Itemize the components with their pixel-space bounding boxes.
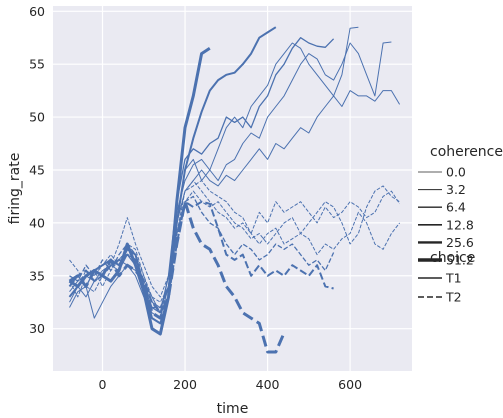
legend-label-coherence: 25.6 bbox=[446, 235, 474, 250]
legend-label-coherence: 12.8 bbox=[446, 217, 474, 232]
y-tick-labels: 30 35 40 45 50 55 60 bbox=[29, 4, 45, 336]
y-tick-label: 30 bbox=[29, 321, 45, 336]
legend-label-coherence: 51.2 bbox=[446, 253, 474, 268]
grid-lines bbox=[53, 6, 412, 371]
series-line-coh-12-8-t2 bbox=[69, 195, 335, 309]
series-line-coh-0-0-t2 bbox=[69, 180, 401, 298]
plot-area bbox=[53, 6, 412, 371]
x-tick-label: 600 bbox=[338, 377, 362, 392]
y-tick-label: 50 bbox=[29, 110, 45, 125]
x-axis-label: time bbox=[217, 401, 249, 417]
legend-label-coherence: 6.4 bbox=[446, 200, 466, 215]
x-tick-label: 200 bbox=[173, 377, 197, 392]
y-tick-label: 45 bbox=[29, 162, 45, 177]
x-tick-label: 0 bbox=[99, 377, 107, 392]
legend-label-coherence: 3.2 bbox=[446, 182, 466, 197]
legend-label-choice: T1 bbox=[445, 271, 462, 286]
series-line-coh-25-6-t2 bbox=[68, 200, 334, 314]
legend-label-coherence: 0.0 bbox=[446, 165, 466, 180]
series-line-coh-6-4-t2 bbox=[69, 190, 400, 303]
legend-title-coherence: coherence bbox=[430, 144, 503, 160]
series-layer bbox=[68, 26, 401, 354]
y-tick-label: 60 bbox=[29, 4, 45, 19]
x-tick-labels: 0 200 400 600 bbox=[99, 377, 363, 392]
series-line-coh-3-2-t1 bbox=[69, 41, 392, 319]
series-line-coh-0-0-t1 bbox=[69, 90, 401, 314]
series-line-coh-51-2-t2 bbox=[68, 200, 286, 354]
series-line-coh-3-2-t2 bbox=[69, 180, 400, 314]
legend-label-choice: T2 bbox=[445, 290, 462, 305]
legend-title-choice: choice bbox=[430, 250, 475, 266]
y-axis-label: firing_rate bbox=[7, 153, 23, 225]
x-tick-label: 400 bbox=[256, 377, 280, 392]
legend: coherence choice 0.0 3.2 6.4 12.8 25.6 51.2 T1… bbox=[418, 144, 503, 305]
y-tick-label: 35 bbox=[29, 268, 45, 283]
y-tick-label: 40 bbox=[29, 215, 45, 230]
y-tick-label: 55 bbox=[29, 57, 45, 72]
